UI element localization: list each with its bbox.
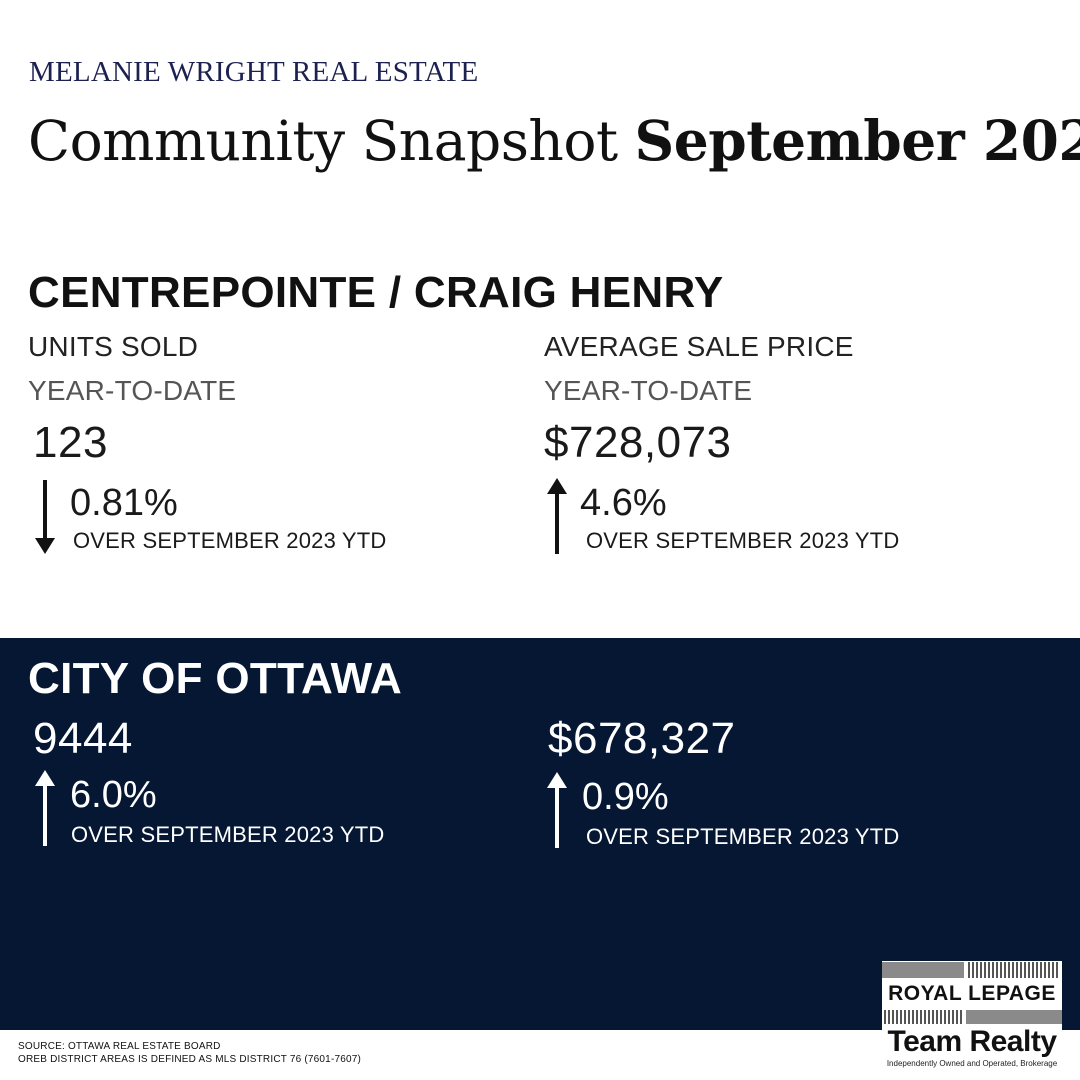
community-price-value: $728,073 xyxy=(544,418,732,467)
arrow-up-icon xyxy=(35,770,55,846)
source-note: SOURCE: OTTAWA REAL ESTATE BOARD xyxy=(18,1041,221,1052)
arrow-up-icon xyxy=(547,772,567,848)
city-units-value: 9444 xyxy=(33,714,133,763)
logo-stripes-bottom-icon xyxy=(884,1010,1062,1024)
royal-lepage-logo: ROYAL LEPAGE Team Realty Independently O… xyxy=(882,961,1062,1073)
city-units-change: 6.0% xyxy=(70,774,157,816)
title-regular: Community Snapshot xyxy=(28,109,618,173)
units-sold-label: UNITS SOLD xyxy=(28,331,199,362)
community-heading: CENTREPOINTE / CRAIG HENRY xyxy=(28,268,724,317)
district-note: OREB DISTRICT AREAS IS DEFINED AS MLS DI… xyxy=(18,1054,362,1065)
brand-name: MELANIE WRIGHT REAL ESTATE xyxy=(29,56,479,88)
city-price-change: 0.9% xyxy=(582,776,669,818)
price-period-label: YEAR-TO-DATE xyxy=(544,375,753,406)
logo-stripes-top-icon xyxy=(882,962,1058,978)
community-price-comparison: OVER SEPTEMBER 2023 YTD xyxy=(586,528,900,553)
logo-tagline: Independently Owned and Operated, Broker… xyxy=(886,1059,1058,1068)
community-units-change: 0.81% xyxy=(70,482,178,524)
city-units-comparison: OVER SEPTEMBER 2023 YTD xyxy=(71,822,385,847)
community-units-comparison: OVER SEPTEMBER 2023 YTD xyxy=(73,528,387,553)
city-price-comparison: OVER SEPTEMBER 2023 YTD xyxy=(586,824,900,849)
logo-team-realty: Team Realty xyxy=(887,1025,1057,1058)
logo-royal-lepage: ROYAL LEPAGE xyxy=(888,982,1056,1005)
title-date: September 2024 xyxy=(634,108,1080,173)
arrow-up-icon xyxy=(547,478,567,554)
community-price-change: 4.6% xyxy=(580,482,667,524)
page-title: Community Snapshot September 2024 xyxy=(28,108,1080,173)
units-period-label: YEAR-TO-DATE xyxy=(28,375,237,406)
city-heading: CITY OF OTTAWA xyxy=(28,654,403,703)
community-units-value: 123 xyxy=(33,418,108,467)
arrow-down-icon xyxy=(35,480,55,554)
city-price-value: $678,327 xyxy=(548,714,736,763)
avg-price-label: AVERAGE SALE PRICE xyxy=(544,331,854,362)
